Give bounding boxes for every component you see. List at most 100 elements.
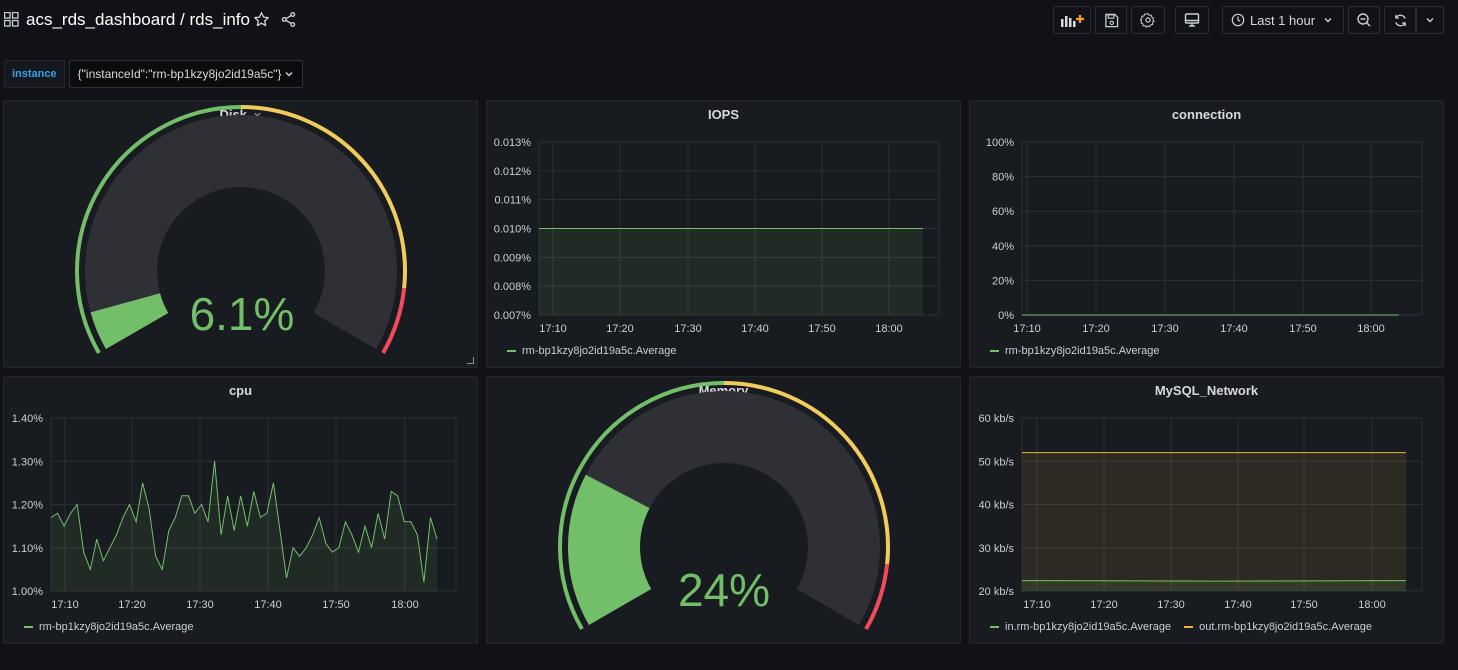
y-tick-label: 50 kb/s [979,456,1015,468]
y-tick-label: 1.10% [12,543,43,555]
dashboard-title[interactable]: acs_rds_dashboard / rds_info [26,10,250,29]
top-bar: acs_rds_dashboard / rds_info [0,0,1458,42]
cpu-chart: 1.00% 1.10% 1.20% 1.30% 1.40% 17:10 17:20 17:30… [12,413,457,611]
legend-swatch [1184,626,1194,628]
refresh-icon [1394,14,1406,26]
x-tick-label: 17:20 [606,323,634,335]
x-tick-label: 17:40 [254,599,282,611]
y-tick-label: 1.30% [12,456,43,468]
panel-title-connection[interactable]: connection [1171,107,1242,122]
y-tick-label: 40% [992,241,1014,253]
x-tick-label: 17:50 [808,323,836,335]
gauge-threshold-band [75,105,242,354]
y-tick-label: 1.40% [12,413,43,425]
series-area [1022,452,1406,591]
gauge-threshold-band [864,563,890,630]
time-picker-button[interactable]: Last 1 hour [1222,6,1344,34]
legend-swatch [24,626,33,628]
add-panel-button[interactable] [1053,6,1091,34]
view-mode-button[interactable] [1175,6,1209,34]
save-icon [1104,13,1118,27]
y-tick-label: 0.009% [494,252,532,264]
x-tick-label: 17:10 [539,323,567,335]
legend-item[interactable]: out.rm-bp1kzy8jo2id19a5c.Average [1184,621,1372,633]
x-tick-label: 17:50 [322,599,350,611]
instance-variable-select[interactable]: {"instanceId":"rm-bp1kzy8jo2id19a5c"} [68,60,304,88]
y-tick-label: 0.011% [495,195,532,207]
apps-grid-icon[interactable] [4,12,19,27]
refresh-button[interactable] [1384,6,1416,34]
y-tick-label: 1.20% [12,500,43,512]
iops-legend: rm-bp1kzy8jo2id19a5c.Average [507,345,690,357]
dashboard-settings-button[interactable] [1131,6,1165,34]
template-variables: instance {"instanceId":"rm-bp1kzy8jo2id1… [4,60,304,88]
panel-cpu: cpu 1.00% 1.10% 1.20% 1.30% 1.40% 17:10 17:20 1… [3,376,478,644]
panel-title-cpu[interactable]: cpu [228,383,253,398]
gear-icon [1140,13,1155,28]
panel-disk: Disk 6.1% [3,100,478,368]
x-tick-label: 17:10 [1023,599,1051,611]
clock-icon [1231,13,1245,27]
x-tick-label: 17:40 [1220,323,1248,335]
star-icon[interactable] [253,11,270,28]
zoom-out-button[interactable] [1348,6,1380,34]
x-tick-label: 17:50 [1289,323,1317,335]
x-tick-label: 17:10 [51,599,79,611]
legend-item[interactable]: in.rm-bp1kzy8jo2id19a5c.Average [990,621,1171,633]
chevron-down-icon [285,72,293,77]
x-tick-label: 17:50 [1290,599,1318,611]
memory-gauge [558,381,890,630]
y-tick-label: 80% [992,172,1014,184]
y-tick-label: 60 kb/s [979,413,1015,425]
series-line [50,461,438,583]
chevron-down-icon [1426,18,1434,23]
x-tick-label: 17:20 [1082,323,1110,335]
x-tick-label: 17:30 [1157,599,1185,611]
x-tick-label: 17:40 [1224,599,1252,611]
disk-gauge [75,105,407,354]
legend-swatch [990,626,999,628]
legend-swatch [507,350,516,352]
legend-item[interactable]: rm-bp1kzy8jo2id19a5c.Average [990,345,1160,357]
panel-resize-handle[interactable] [467,357,474,364]
chevron-down-icon [1324,18,1332,23]
gauge-value-arc [568,474,652,625]
network-chart: 20 kb/s 30 kb/s 40 kb/s 50 kb/s 60 kb/s 17:10… [979,413,1423,611]
x-tick-label: 17:20 [1090,599,1118,611]
iops-chart: 0.007% 0.008% 0.009% 0.010% 0.011% 0.012% 0.01… [494,137,940,335]
share-icon[interactable] [280,11,297,28]
memory-gauge-value: 24% [677,564,771,616]
panel-title-iops[interactable]: IOPS [707,107,740,122]
gauge-threshold-band [558,381,725,630]
save-dashboard-button[interactable] [1095,6,1127,34]
cpu-legend: rm-bp1kzy8jo2id19a5c.Average [24,621,207,633]
refresh-interval-dropdown[interactable] [1416,6,1444,34]
instance-variable-value: {"instanceId":"rm-bp1kzy8jo2id19a5c"} [77,67,282,81]
y-tick-label: 0.010% [494,224,532,236]
y-tick-label: 0% [998,310,1014,322]
panel-title-network[interactable]: MySQL_Network [1154,383,1259,398]
legend-label: in.rm-bp1kzy8jo2id19a5c.Average [1005,621,1172,633]
gauge-threshold-band [240,105,407,289]
gauge-value-arc [90,292,169,349]
connection-legend: rm-bp1kzy8jo2id19a5c.Average [990,345,1173,357]
monitor-icon [1184,13,1200,27]
legend-item[interactable]: rm-bp1kzy8jo2id19a5c.Average [24,621,194,633]
x-tick-label: 18:00 [1357,323,1385,335]
y-tick-label: 20% [992,275,1014,287]
x-tick-label: 18:00 [1358,599,1386,611]
x-tick-label: 17:30 [674,323,702,335]
legend-item[interactable]: rm-bp1kzy8jo2id19a5c.Average [507,345,677,357]
y-tick-label: 40 kb/s [979,500,1015,512]
x-tick-label: 17:30 [186,599,214,611]
y-tick-label: 100% [986,137,1014,149]
series-area [539,228,923,315]
instance-variable-label: instance [4,60,65,88]
y-tick-label: 20 kb/s [979,586,1015,598]
y-tick-label: 0.008% [494,281,532,293]
panel-memory: Memory 24% [486,376,961,644]
y-tick-label: 30 kb/s [979,543,1015,555]
x-tick-label: 17:20 [118,599,146,611]
y-tick-label: 60% [992,206,1014,218]
y-tick-label: 0.012% [494,166,532,178]
